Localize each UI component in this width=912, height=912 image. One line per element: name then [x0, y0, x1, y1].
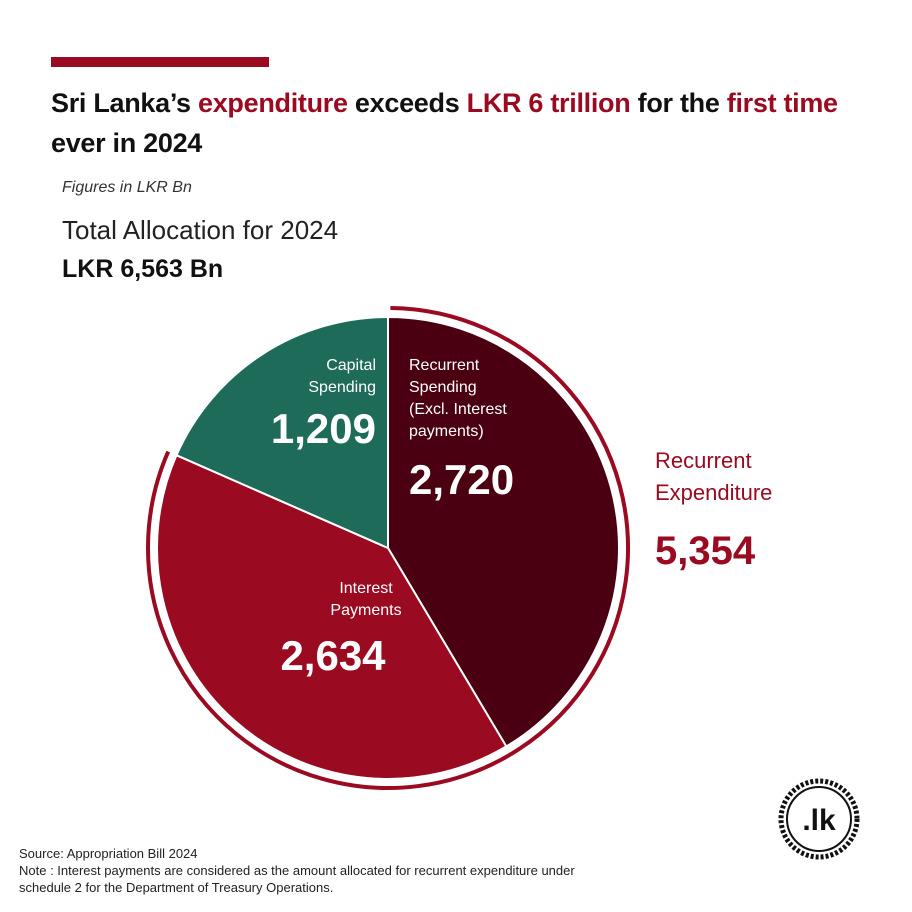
slice-label-0-line-1: Spending	[409, 379, 477, 396]
slice-label-0-line-0: Recurrent	[409, 357, 480, 374]
slice-value-0: 2,720	[409, 456, 514, 503]
slice-label-2-line-0: Capital	[326, 357, 376, 374]
source-line: Source: Appropriation Bill 2024	[19, 846, 198, 861]
recurrent-expenditure-arc	[146, 306, 630, 790]
title-part-3: LKR 6 trillion	[466, 88, 631, 118]
pie-slice-2	[175, 315, 389, 550]
title-part-5: first time	[726, 88, 838, 118]
total-allocation-value: LKR 6,563 Bn	[62, 255, 224, 283]
note-line-1: Note : Interest payments are considered …	[19, 863, 575, 878]
slice-value-2: 1,209	[271, 405, 376, 452]
slice-label-0-line-2: (Excl. Interest	[409, 401, 507, 418]
source-notes: Source: Appropriation Bill 2024 Note : I…	[19, 845, 659, 896]
slice-label-1-line-1: Payments	[330, 602, 401, 619]
page-title: Sri Lanka’s expenditure exceeds LKR 6 tr…	[51, 83, 851, 163]
recurrent-expenditure-annotation: Recurrent Expenditure 5,354	[655, 445, 815, 574]
total-allocation-label: Total Allocation for 2024	[62, 215, 339, 245]
note-line-2: schedule 2 for the Department of Treasur…	[19, 880, 334, 895]
pie-slice-1	[156, 453, 508, 780]
title-part-0: Sri Lanka’s	[51, 88, 198, 118]
slice-value-1: 2,634	[280, 632, 386, 679]
slice-label-2-line-1: Spending	[308, 379, 376, 396]
title-part-1: expenditure	[197, 88, 348, 118]
slice-label-1-line-0: Interest	[339, 580, 393, 597]
title-accent-bar	[51, 57, 269, 67]
logo-text: .lk	[802, 804, 836, 837]
title-part-4: for the	[630, 88, 727, 118]
recurrent-expenditure-label: Recurrent Expenditure	[655, 448, 773, 505]
units-subtitle: Figures in LKR Bn	[62, 179, 192, 196]
recurrent-expenditure-value: 5,354	[655, 529, 756, 573]
title-part-6: ever in 2024	[51, 128, 203, 158]
lk-seal-logo-icon: .lk	[778, 778, 860, 860]
slice-label-0-line-3: payments)	[409, 423, 484, 440]
title-part-2: exceeds	[347, 88, 467, 118]
pie-slice-0	[387, 315, 620, 748]
